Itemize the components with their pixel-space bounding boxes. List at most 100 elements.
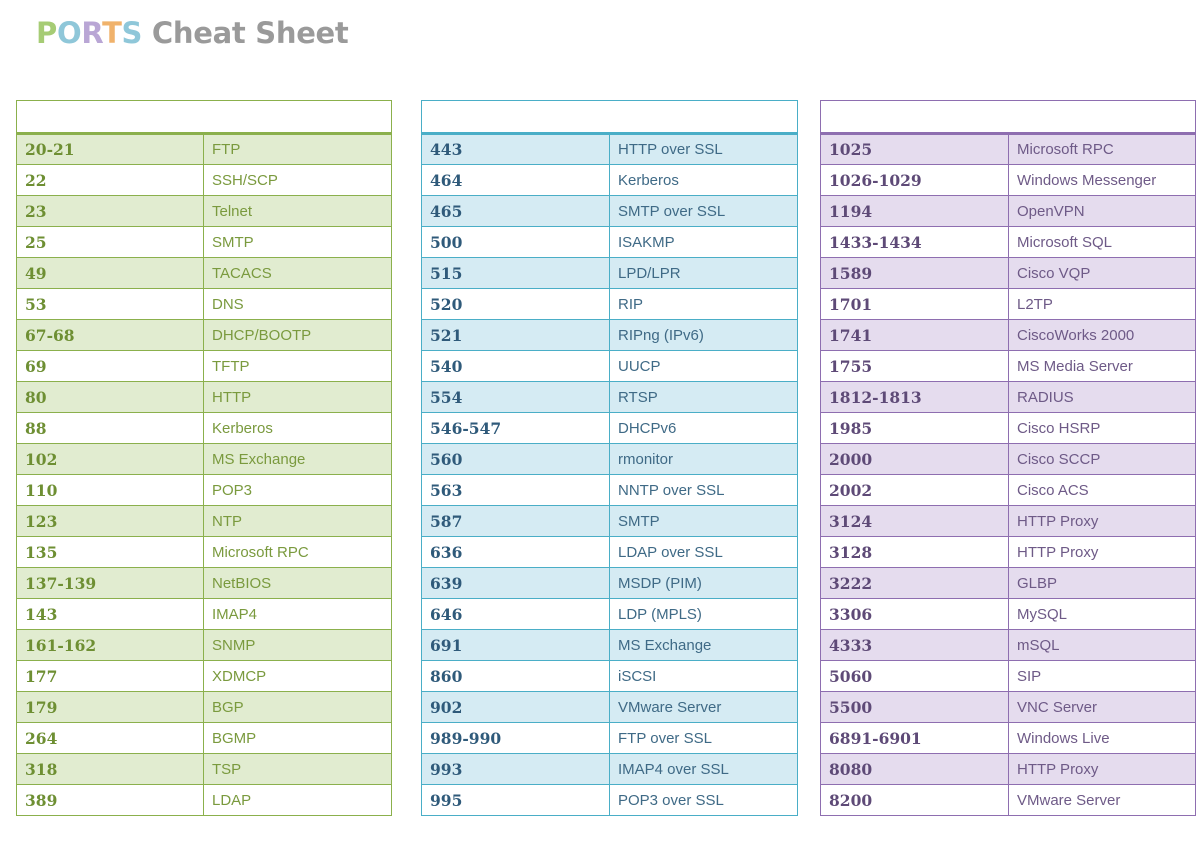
title-colored-word: PORTS [36, 16, 142, 50]
port-number: 161-162 [16, 629, 204, 661]
table-row: 8080 HTTP Proxy [820, 753, 1196, 785]
service-name: rmonitor [609, 443, 798, 475]
service-name: SMTP [203, 226, 392, 258]
service-name: ISAKMP [609, 226, 798, 258]
port-number: 137-139 [16, 567, 204, 599]
service-name: Kerberos [203, 412, 392, 444]
port-number: 67-68 [16, 319, 204, 351]
port-number: 1741 [820, 319, 1009, 351]
table-row: 20-21 FTP [16, 133, 392, 165]
port-number: 8080 [820, 753, 1009, 785]
service-name: DHCPv6 [609, 412, 798, 444]
table-row: 137-139 NetBIOS [16, 567, 392, 599]
table-header-row [820, 100, 1196, 135]
title-letter: S [121, 16, 143, 50]
table-row: 102 MS Exchange [16, 443, 392, 475]
service-name: NNTP over SSL [609, 474, 798, 506]
table-row: 49 TACACS [16, 257, 392, 289]
table-row: 464 Kerberos [421, 164, 798, 196]
table-row: 1026-1029 Windows Messenger [820, 164, 1196, 196]
service-name: SMTP [609, 505, 798, 537]
table-row: 8200 VMware Server [820, 784, 1196, 816]
port-number: 6891-6901 [820, 722, 1009, 754]
port-number: 1589 [820, 257, 1009, 289]
service-name: DNS [203, 288, 392, 320]
table-row: 636 LDAP over SSL [421, 536, 798, 568]
service-name: TSP [203, 753, 392, 785]
title-rest: Cheat Sheet [142, 16, 349, 50]
port-number: 993 [421, 753, 610, 785]
service-name: Cisco SCCP [1008, 443, 1196, 475]
table-header-row [16, 100, 392, 135]
service-name: SIP [1008, 660, 1196, 692]
service-name: MySQL [1008, 598, 1196, 630]
port-number: 53 [16, 288, 204, 320]
service-name: SNMP [203, 629, 392, 661]
service-name: POP3 over SSL [609, 784, 798, 816]
port-number: 143 [16, 598, 204, 630]
port-number: 1755 [820, 350, 1009, 382]
service-name: UUCP [609, 350, 798, 382]
service-name: SMTP over SSL [609, 195, 798, 227]
port-number: 860 [421, 660, 610, 692]
table-row: 515 LPD/LPR [421, 257, 798, 289]
table-row: 993 IMAP4 over SSL [421, 753, 798, 785]
table-row: 80 HTTP [16, 381, 392, 413]
table-row: 1741 CiscoWorks 2000 [820, 319, 1196, 351]
table-header-cell [421, 100, 798, 135]
port-number: 3128 [820, 536, 1009, 568]
service-name: MS Exchange [203, 443, 392, 475]
service-name: POP3 [203, 474, 392, 506]
table-row: 560 rmonitor [421, 443, 798, 475]
table-row: 2000 Cisco SCCP [820, 443, 1196, 475]
service-name: Microsoft RPC [1008, 133, 1196, 165]
service-name: RIPng (IPv6) [609, 319, 798, 351]
port-number: 1025 [820, 133, 1009, 165]
port-number: 515 [421, 257, 610, 289]
table-row: 995 POP3 over SSL [421, 784, 798, 816]
port-number: 465 [421, 195, 610, 227]
service-name: Windows Messenger [1008, 164, 1196, 196]
port-number: 69 [16, 350, 204, 382]
table-row: 1755 MS Media Server [820, 350, 1196, 382]
service-name: LDP (MPLS) [609, 598, 798, 630]
service-name: Cisco HSRP [1008, 412, 1196, 444]
port-number: 3124 [820, 505, 1009, 537]
service-name: NTP [203, 505, 392, 537]
service-name: FTP [203, 133, 392, 165]
service-name: TACACS [203, 257, 392, 289]
port-number: 3306 [820, 598, 1009, 630]
table-row: 25 SMTP [16, 226, 392, 258]
port-number: 20-21 [16, 133, 204, 165]
table-row: 1812-1813 RADIUS [820, 381, 1196, 413]
table-row: 5500 VNC Server [820, 691, 1196, 723]
table-row: 67-68 DHCP/BOOTP [16, 319, 392, 351]
table-row: 135 Microsoft RPC [16, 536, 392, 568]
table-row: 3306 MySQL [820, 598, 1196, 630]
port-number: 22 [16, 164, 204, 196]
table-header-cell [16, 100, 392, 135]
service-name: FTP over SSL [609, 722, 798, 754]
table-row: 521 RIPng (IPv6) [421, 319, 798, 351]
service-name: IMAP4 [203, 598, 392, 630]
table-row: 3222 GLBP [820, 567, 1196, 599]
table-row: 443 HTTP over SSL [421, 133, 798, 165]
table-row: 23 Telnet [16, 195, 392, 227]
service-name: Microsoft RPC [203, 536, 392, 568]
service-name: BGP [203, 691, 392, 723]
table-row: 639 MSDP (PIM) [421, 567, 798, 599]
service-name: HTTP Proxy [1008, 753, 1196, 785]
table-row: 554 RTSP [421, 381, 798, 413]
table-row: 5060 SIP [820, 660, 1196, 692]
table-header-cell [820, 100, 1196, 135]
service-name: NetBIOS [203, 567, 392, 599]
table-row: 546-547 DHCPv6 [421, 412, 798, 444]
port-number: 560 [421, 443, 610, 475]
table-row: 179 BGP [16, 691, 392, 723]
port-number: 902 [421, 691, 610, 723]
ports-table-green: 20-21 FTP 22 SSH/SCP 23 Telnet 25 SMTP 49 TACACS 5… [16, 100, 392, 816]
table-row: 902 VMware Server [421, 691, 798, 723]
table-row: 691 MS Exchange [421, 629, 798, 661]
port-number: 5500 [820, 691, 1009, 723]
table-row: 1433-1434 Microsoft SQL [820, 226, 1196, 258]
